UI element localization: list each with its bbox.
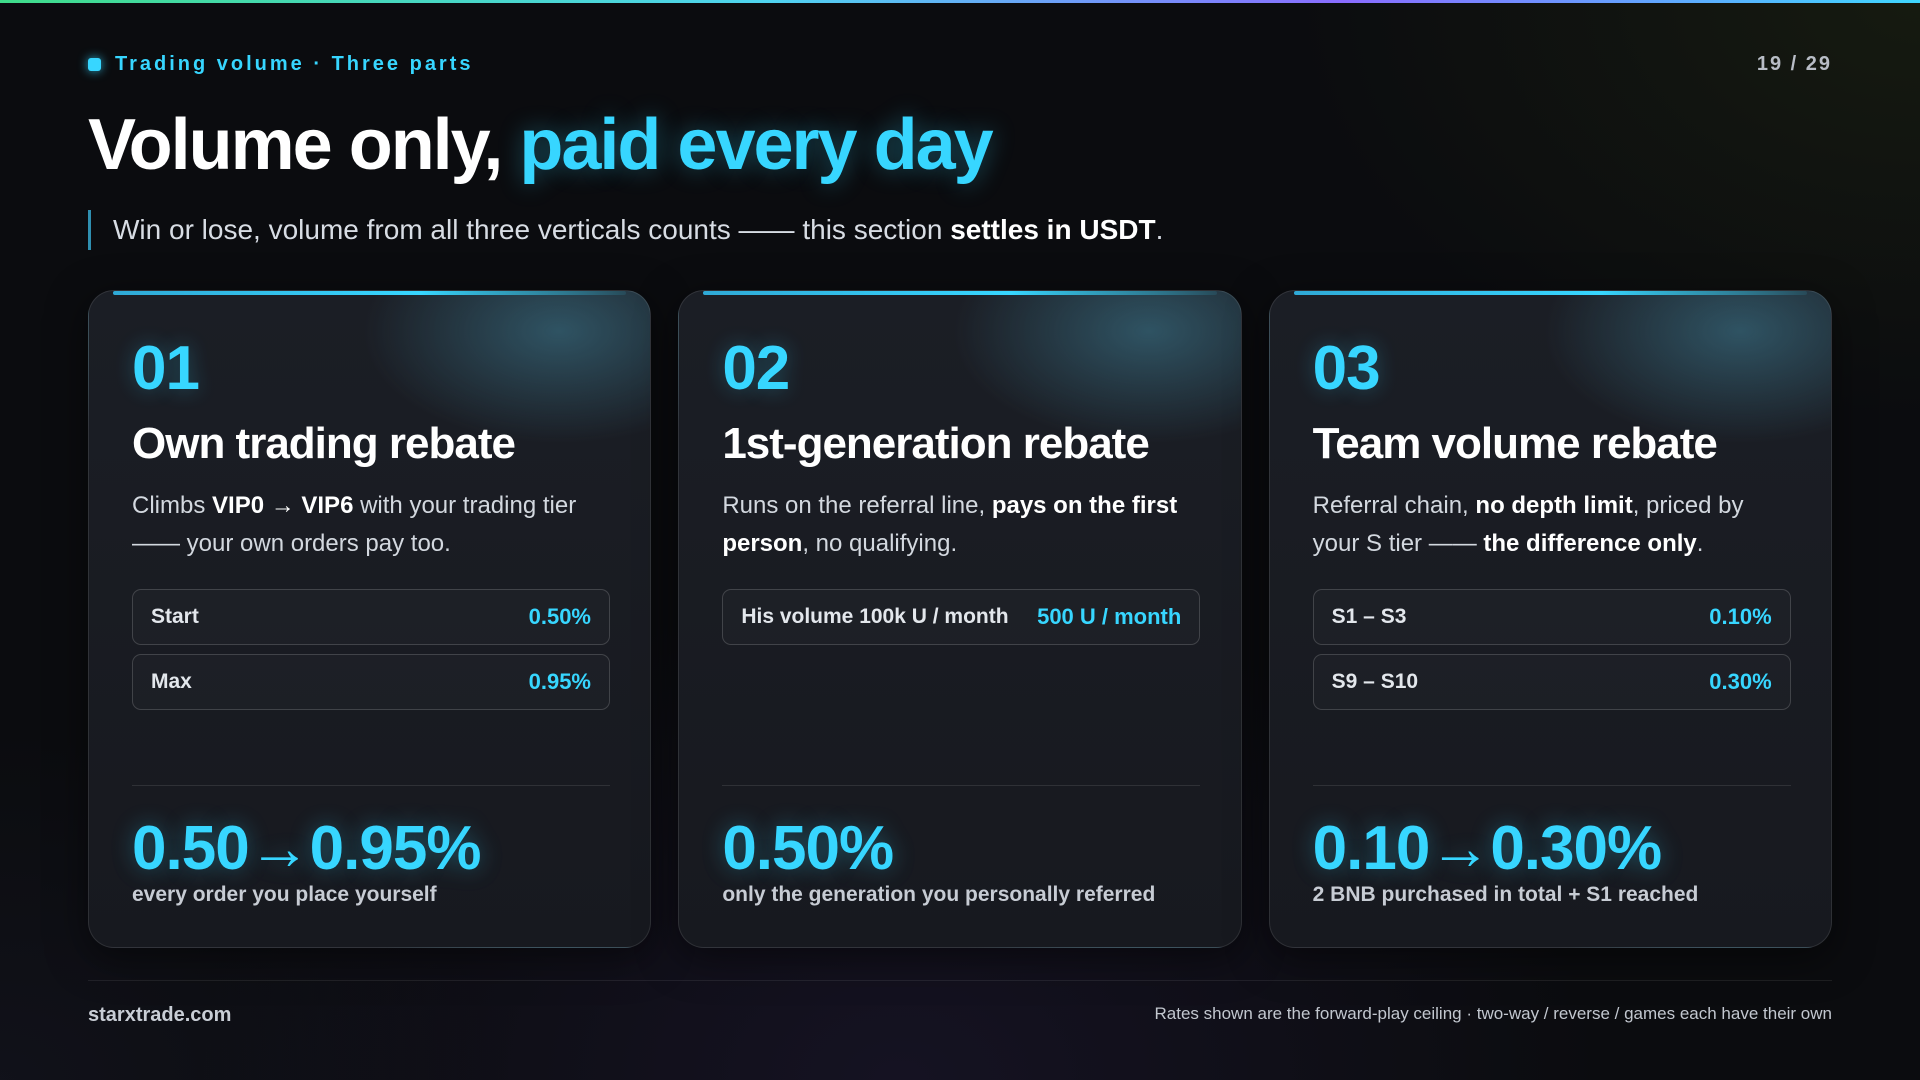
card-description: Climbs VIP0 → VIP6 with your trading tie… (132, 487, 612, 563)
rate-label: Start (151, 605, 199, 628)
desc-bold: pays on the first person (722, 492, 1178, 557)
rate-row: S1 – S3 0.10% (1312, 589, 1791, 645)
big-rate-value: 0.10→0.30% (1312, 814, 1662, 883)
card-number: 02 (722, 334, 790, 403)
desc-text: with your trading tier —— your own order… (132, 492, 577, 557)
footer-note: Rates shown are the forward-play ceiling… (1154, 1004, 1832, 1023)
page-title: Volume only, paid every day (88, 104, 994, 186)
card-number: 03 (1312, 334, 1381, 403)
rate-label: Max (151, 670, 192, 693)
card-accent-line (703, 291, 1217, 295)
eyebrow-dot-icon (88, 57, 101, 71)
rate-label: S1 – S3 (1331, 605, 1407, 628)
card-team-volume-rebate: 03 Team volume rebate Referral chain, no… (1268, 290, 1832, 948)
desc-bold: no depth limit (1475, 492, 1633, 519)
desc-text: Climbs (132, 492, 213, 519)
desc-text: . (1696, 530, 1704, 557)
rate-row: S9 – S10 0.30% (1312, 654, 1791, 710)
rate-label: S9 – S10 (1331, 670, 1419, 693)
desc-text: Runs on the referral line, (722, 492, 992, 519)
card-title: Own trading rebate (132, 419, 516, 468)
card-description: Referral chain, no depth limit, priced b… (1313, 487, 1793, 563)
card-own-trading-rebate: 01 Own trading rebate Climbs VIP0 → VIP6… (88, 290, 652, 948)
title-accent: paid every day (519, 105, 993, 185)
card-title: Team volume rebate (1312, 419, 1718, 468)
card-divider (1312, 785, 1791, 786)
rate-value: 0.95% (528, 669, 591, 694)
subtitle-text: Win or lose, volume from all three verti… (113, 214, 951, 245)
rate-row: Max 0.95% (132, 654, 610, 710)
rate-label: His volume 100k U / month (741, 605, 1009, 628)
card-description: Runs on the referral line, pays on the f… (722, 487, 1202, 563)
page-indicator: 19 / 29 (1756, 52, 1832, 75)
slide-header: Trading volume · Three parts 19 / 29 (88, 50, 1832, 78)
rate-value: 0.30% (1709, 669, 1772, 694)
subtitle: Win or lose, volume from all three verti… (88, 210, 1163, 250)
top-accent-bar (0, 0, 1920, 3)
cards-row: 01 Own trading rebate Climbs VIP0 → VIP6… (88, 290, 1832, 948)
rate-value: 0.10% (1709, 604, 1772, 629)
card-accent-line (113, 291, 627, 295)
eyebrow: Trading volume · Three parts (88, 53, 474, 76)
desc-text: Referral chain, (1312, 492, 1476, 519)
big-rate-caption: every order you place yourself (132, 883, 437, 906)
desc-text: , priced by your S tier —— (1312, 492, 1744, 557)
card-title: 1st-generation rebate (722, 419, 1149, 468)
eyebrow-label: Trading volume · Three parts (115, 52, 474, 75)
rate-value: 500 U / month (1037, 604, 1182, 629)
subtitle-end: . (1155, 214, 1164, 245)
card-divider (722, 785, 1201, 786)
big-rate-value: 0.50→0.95% (132, 814, 481, 883)
rate-row: Start 0.50% (132, 589, 610, 645)
big-rate-caption: only the generation you personally refer… (722, 883, 1156, 906)
card-first-generation-rebate: 02 1st-generation rebate Runs on the ref… (678, 290, 1242, 948)
big-rate-caption: 2 BNB purchased in total + S1 reached (1312, 883, 1699, 906)
desc-bold: the difference only (1483, 530, 1697, 557)
footer-divider (88, 980, 1832, 981)
rate-row: His volume 100k U / month 500 U / month (722, 589, 1201, 645)
card-number: 01 (132, 334, 200, 403)
card-divider (132, 785, 610, 786)
big-rate-value: 0.50% (722, 814, 894, 883)
footer-site: starxtrade.com (88, 1004, 232, 1026)
title-main: Volume only, (88, 105, 520, 185)
desc-bold: VIP0 → VIP6 (212, 492, 354, 519)
card-accent-line (1293, 291, 1807, 295)
rate-value: 0.50% (528, 604, 591, 629)
subtitle-bold: settles in USDT (950, 214, 1156, 245)
desc-text: , no qualifying. (802, 530, 958, 557)
